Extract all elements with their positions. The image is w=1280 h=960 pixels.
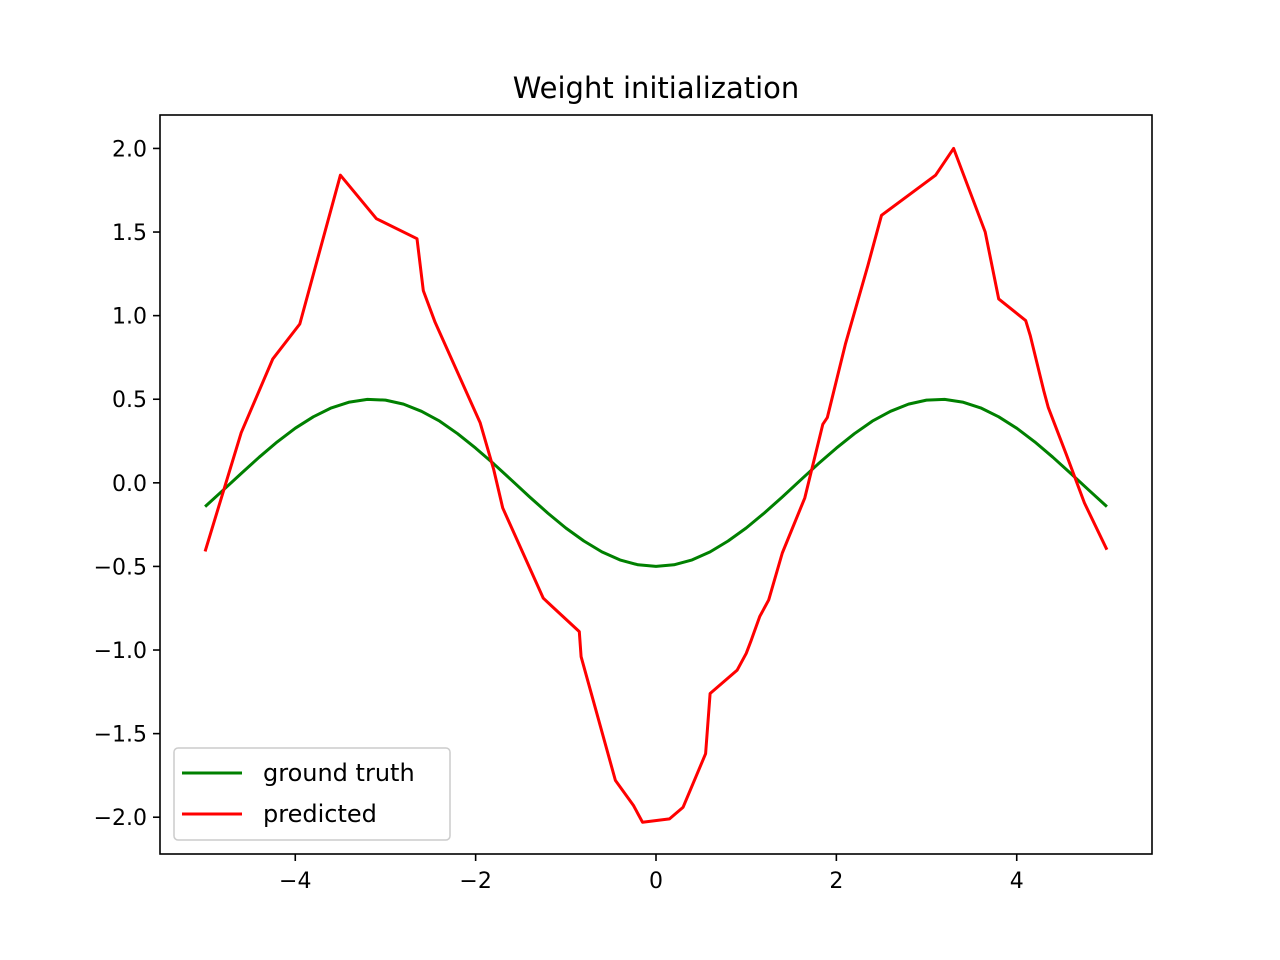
x-tick-label: 0 <box>649 869 663 894</box>
y-tick-label: 2.0 <box>112 137 147 162</box>
x-tick-label: 4 <box>1010 869 1024 894</box>
series-line-ground-truth <box>204 397 1108 568</box>
chart-title: Weight initialization <box>513 71 800 105</box>
y-tick-label: 1.5 <box>112 221 147 246</box>
y-tick-label: −0.5 <box>94 555 147 580</box>
y-tick-label: 1.0 <box>112 305 147 330</box>
x-tick-label: 2 <box>829 869 843 894</box>
legend: ground truth predicted <box>173 747 451 841</box>
y-tick-label: 0.5 <box>112 388 147 413</box>
series-line-predicted <box>203 146 1109 824</box>
plot-area <box>203 146 1109 824</box>
axes-frame <box>159 114 1153 855</box>
y-tick-label: −2.0 <box>94 806 147 831</box>
axes: −4 −2 0 2 4 −2.0 −1.5 −1.0 −0.5 0.0 0.5 1.0 1.5 2.0 <box>94 114 1153 894</box>
y-tick-label: 0.0 <box>112 472 147 497</box>
y-tick-label: −1.0 <box>94 639 147 664</box>
legend-label: predicted <box>263 800 377 828</box>
x-tick-label: −2 <box>459 869 491 894</box>
legend-label: ground truth <box>263 759 415 787</box>
legend-box <box>173 747 451 841</box>
x-tick-label: −4 <box>279 869 311 894</box>
y-tick-label: −1.5 <box>94 723 147 748</box>
